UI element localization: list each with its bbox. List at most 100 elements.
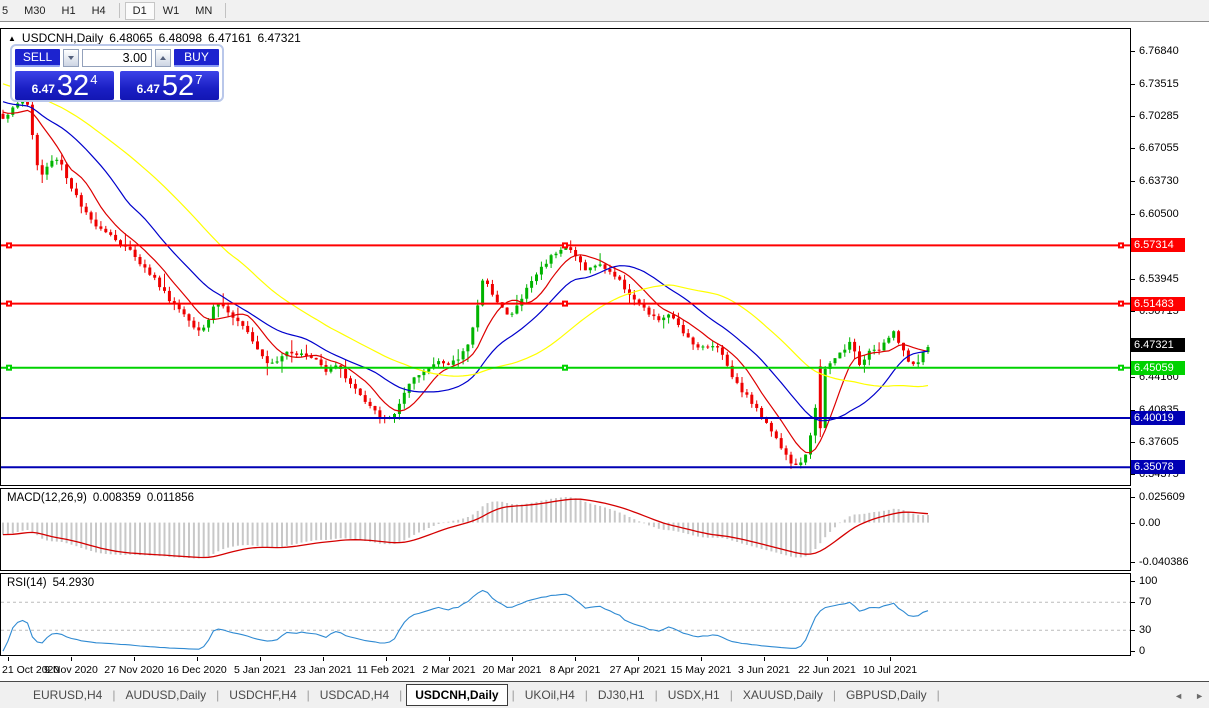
hline-price-badge: 6.40019: [1131, 410, 1185, 425]
buy-price-sup: 7: [195, 72, 203, 87]
main-chart-canvas[interactable]: [1, 29, 1130, 485]
time-axis-tick: [701, 657, 702, 661]
axis-tick-mark: [1131, 522, 1135, 524]
time-axis-tick: [134, 657, 135, 661]
period-button-m30[interactable]: M30: [24, 4, 46, 17]
price-axis-label: 6.60500: [1139, 207, 1179, 220]
axis-tick-mark: [1131, 442, 1135, 444]
chart-header: ▲ USDCNH,Daily 6.48065 6.48098 6.47161 6…: [8, 31, 301, 45]
tab-gbpusd-daily[interactable]: GBPUSD,Daily: [845, 688, 927, 702]
time-axis-tick: [260, 657, 261, 661]
hline-price-badge: 6.45059: [1131, 360, 1185, 375]
chart-symbol-label: USDCNH,Daily: [21, 31, 104, 45]
macd-value: 0.008359: [92, 492, 141, 504]
tab-separator: |: [832, 688, 836, 702]
tab-separator: |: [654, 688, 658, 702]
price-axis-label: 6.76840: [1139, 44, 1179, 57]
buy-price-prefix: 6.47: [136, 82, 160, 96]
time-axis-tick: [386, 657, 387, 661]
price-axis-label: 30: [1139, 624, 1152, 637]
axis-tick-mark: [1131, 148, 1135, 150]
current-price-badge: 6.47321: [1131, 338, 1185, 353]
sell-price-big: 32: [56, 70, 90, 102]
tab-xauusd-daily[interactable]: XAUUSD,Daily: [742, 688, 823, 702]
macd-canvas[interactable]: [1, 489, 1130, 570]
axis-tick-mark: [1131, 562, 1135, 564]
rsi-canvas[interactable]: [1, 574, 1130, 655]
axis-tick-mark: [1131, 602, 1135, 604]
time-axis-label: 16 Dec 2020: [167, 664, 227, 676]
axis-tick-mark: [1131, 409, 1135, 411]
volume-decrease-button[interactable]: [63, 49, 79, 67]
axis-tick-mark: [1131, 474, 1135, 476]
tab-usdchf-h4[interactable]: USDCHF,H4: [229, 688, 297, 702]
tab-usdx-h1[interactable]: USDX,H1: [667, 688, 720, 702]
time-axis-tick: [449, 657, 450, 661]
time-axis-label: 27 Nov 2020: [104, 664, 164, 676]
tab-ukoil-h4[interactable]: UKOil,H4: [524, 688, 575, 702]
price-axis-label: 0.00: [1139, 516, 1161, 529]
time-axis-tick: [638, 657, 639, 661]
axis-tick-mark: [1131, 311, 1135, 313]
axis-tick-mark: [1131, 181, 1135, 183]
time-axis-label: 15 May 2021: [670, 664, 732, 676]
time-axis-label: 20 Mar 2021: [482, 664, 542, 676]
tab-separator: |: [216, 688, 220, 702]
time-axis-label: 5 Jan 2021: [234, 664, 286, 676]
axis-tick-mark: [1131, 83, 1135, 85]
period-button-mn[interactable]: MN: [195, 4, 213, 17]
rsi-label: RSI(14) 54.2930: [7, 577, 94, 589]
time-axis: 21 Oct 2020 9 Nov 2020 27 Nov 2020 16 Dec 2…: [0, 657, 1131, 681]
tab-eurusd-h4[interactable]: EURUSD,H4: [33, 688, 103, 702]
axis-tick-mark: [1131, 115, 1135, 117]
time-axis-tick: [323, 657, 324, 661]
period-button-w1[interactable]: W1: [162, 4, 180, 17]
tabs-scroll-left-icon[interactable]: ◄: [1174, 690, 1184, 701]
buy-price-display[interactable]: 6.47 52 7: [120, 71, 219, 101]
sell-button[interactable]: SELL: [15, 49, 60, 67]
tab-separator: |: [399, 688, 403, 702]
time-axis-label: 8 Apr 2021: [549, 664, 601, 676]
triangle-down-icon: [68, 56, 74, 60]
rsi-panel[interactable]: RSI(14) 54.2930: [0, 573, 1131, 656]
hline-price-badge: 6.35078: [1131, 460, 1185, 475]
time-axis-tick: [764, 657, 765, 661]
volume-input[interactable]: 3.00: [82, 49, 152, 67]
ohlc-low-value: 6.47161: [208, 31, 252, 45]
tab-separator: |: [306, 688, 310, 702]
time-axis-label: 10 Jul 2021: [862, 664, 918, 676]
price-axis-label: 6.70285: [1139, 109, 1179, 122]
tab-separator: |: [729, 688, 733, 702]
collapse-triangle-icon[interactable]: ▲: [8, 33, 16, 43]
buy-button[interactable]: BUY: [174, 49, 219, 67]
hline-price-badge: 6.51483: [1131, 296, 1185, 311]
triangle-up-icon: [160, 56, 166, 60]
tab-separator: |: [936, 688, 940, 702]
volume-increase-button[interactable]: [155, 49, 171, 67]
time-axis-label: 27 Apr 2021: [609, 664, 667, 676]
tab-separator: |: [112, 688, 116, 702]
period-button-h4[interactable]: H4: [91, 4, 106, 17]
price-axis-label: 6.53945: [1139, 273, 1179, 285]
tab-audusd-daily[interactable]: AUDUSD,Daily: [125, 688, 207, 702]
tab-dj30-h1[interactable]: DJ30,H1: [597, 688, 645, 702]
time-axis-tick: [197, 657, 198, 661]
main-chart-panel[interactable]: ▲ USDCNH,Daily 6.48065 6.48098 6.47161 6…: [0, 28, 1131, 486]
macd-panel[interactable]: MACD(12,26,9) 0.008359 0.011856: [0, 488, 1131, 571]
tab-usdcad-h4[interactable]: USDCAD,H4: [319, 688, 390, 702]
axis-tick-mark: [1131, 376, 1135, 378]
tab-usdcnh-daily[interactable]: USDCNH,Daily: [406, 684, 508, 706]
period-button-5[interactable]: 5: [2, 4, 9, 17]
price-axis-label: -0.040386: [1139, 556, 1189, 569]
axis-tick-mark: [1131, 279, 1135, 280]
sell-price-display[interactable]: 6.47 32 4: [15, 70, 114, 102]
period-button-d1[interactable]: D1: [124, 1, 155, 20]
toolbar-separator: [118, 3, 120, 18]
time-axis-tick: [575, 657, 576, 661]
period-button-h1[interactable]: H1: [61, 4, 76, 17]
tab-scroll-controls: ◄ ►: [1174, 682, 1204, 708]
time-axis-label: 21 Oct 2020: [2, 664, 60, 676]
tabs-scroll-right-icon[interactable]: ►: [1195, 690, 1204, 701]
sell-price-sup: 4: [90, 72, 98, 87]
